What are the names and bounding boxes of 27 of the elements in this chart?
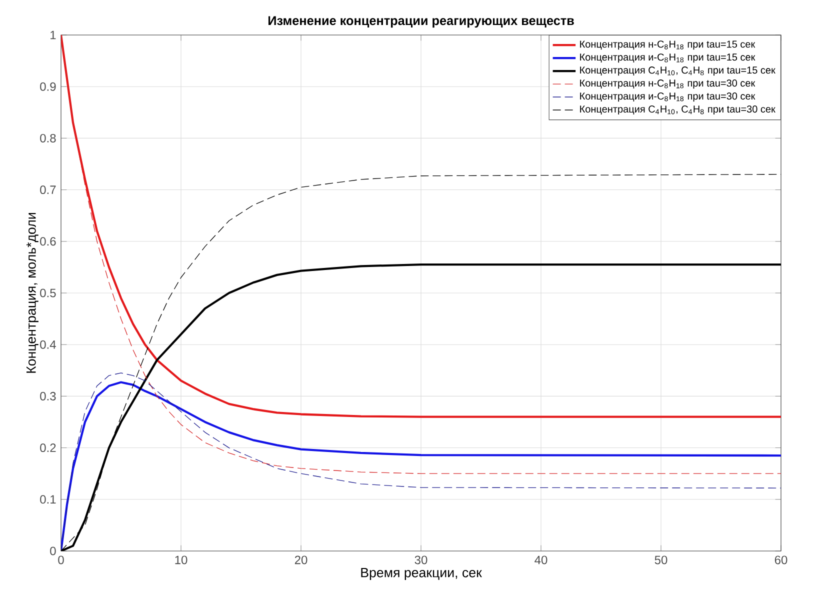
x-tick-label: 40 bbox=[534, 556, 548, 564]
x-tick-label: 10 bbox=[175, 556, 188, 564]
text: Концентрация C$_{4}$H$_{10}$, C$_{4}$H$_{8}$ при tau=15 сек bbox=[580, 66, 776, 76]
legend-label: Концентрация и-C$_{8}$H$_{18}$ при tau=15 сек bbox=[580, 54, 756, 63]
y-tick-label: 0.5 bbox=[40, 288, 56, 298]
x-tick-label: 0 bbox=[58, 556, 64, 564]
x-tick-label: 20 bbox=[294, 556, 308, 564]
legend-label: Концентрация н-C$_{8}$H$_{18}$ при tau=30 сек bbox=[580, 80, 756, 89]
chart-title: Изменение концентрации реагирующих веществ bbox=[268, 16, 574, 28]
x-axis-title: Время реакции, сек bbox=[361, 568, 482, 580]
y-tick-label: 0.2 bbox=[40, 444, 56, 452]
y-tick-label: 1 bbox=[50, 30, 56, 40]
y-tick-label: 0.8 bbox=[40, 134, 56, 142]
y-tick-label: 0 bbox=[50, 546, 56, 556]
x-tick-label: 60 bbox=[774, 556, 788, 564]
y-tick-label: 0.7 bbox=[40, 186, 56, 194]
text: Концентрация C$_{4}$H$_{10}$, C$_{4}$H$_{8}$ при tau=30 сек bbox=[580, 106, 776, 115]
x-tick-label: 50 bbox=[654, 556, 668, 564]
y-axis-title: Концентрация, моль*доли bbox=[26, 213, 38, 373]
y-tick-label: 0.6 bbox=[40, 237, 56, 246]
y-tick-label: 0.3 bbox=[40, 392, 56, 400]
x-tick-label: 30 bbox=[414, 556, 428, 564]
y-tick-label: 0.4 bbox=[40, 340, 56, 349]
legend-label: Концентрация н-C$_{8}$H$_{18}$ при tau=15 сек bbox=[580, 40, 756, 50]
legend-label: Концентрация и-C$_{8}$H$_{18}$ при tau=30 сек bbox=[580, 92, 756, 102]
y-tick-label: 0.9 bbox=[40, 82, 56, 91]
y-tick-label: 0.1 bbox=[40, 495, 56, 504]
